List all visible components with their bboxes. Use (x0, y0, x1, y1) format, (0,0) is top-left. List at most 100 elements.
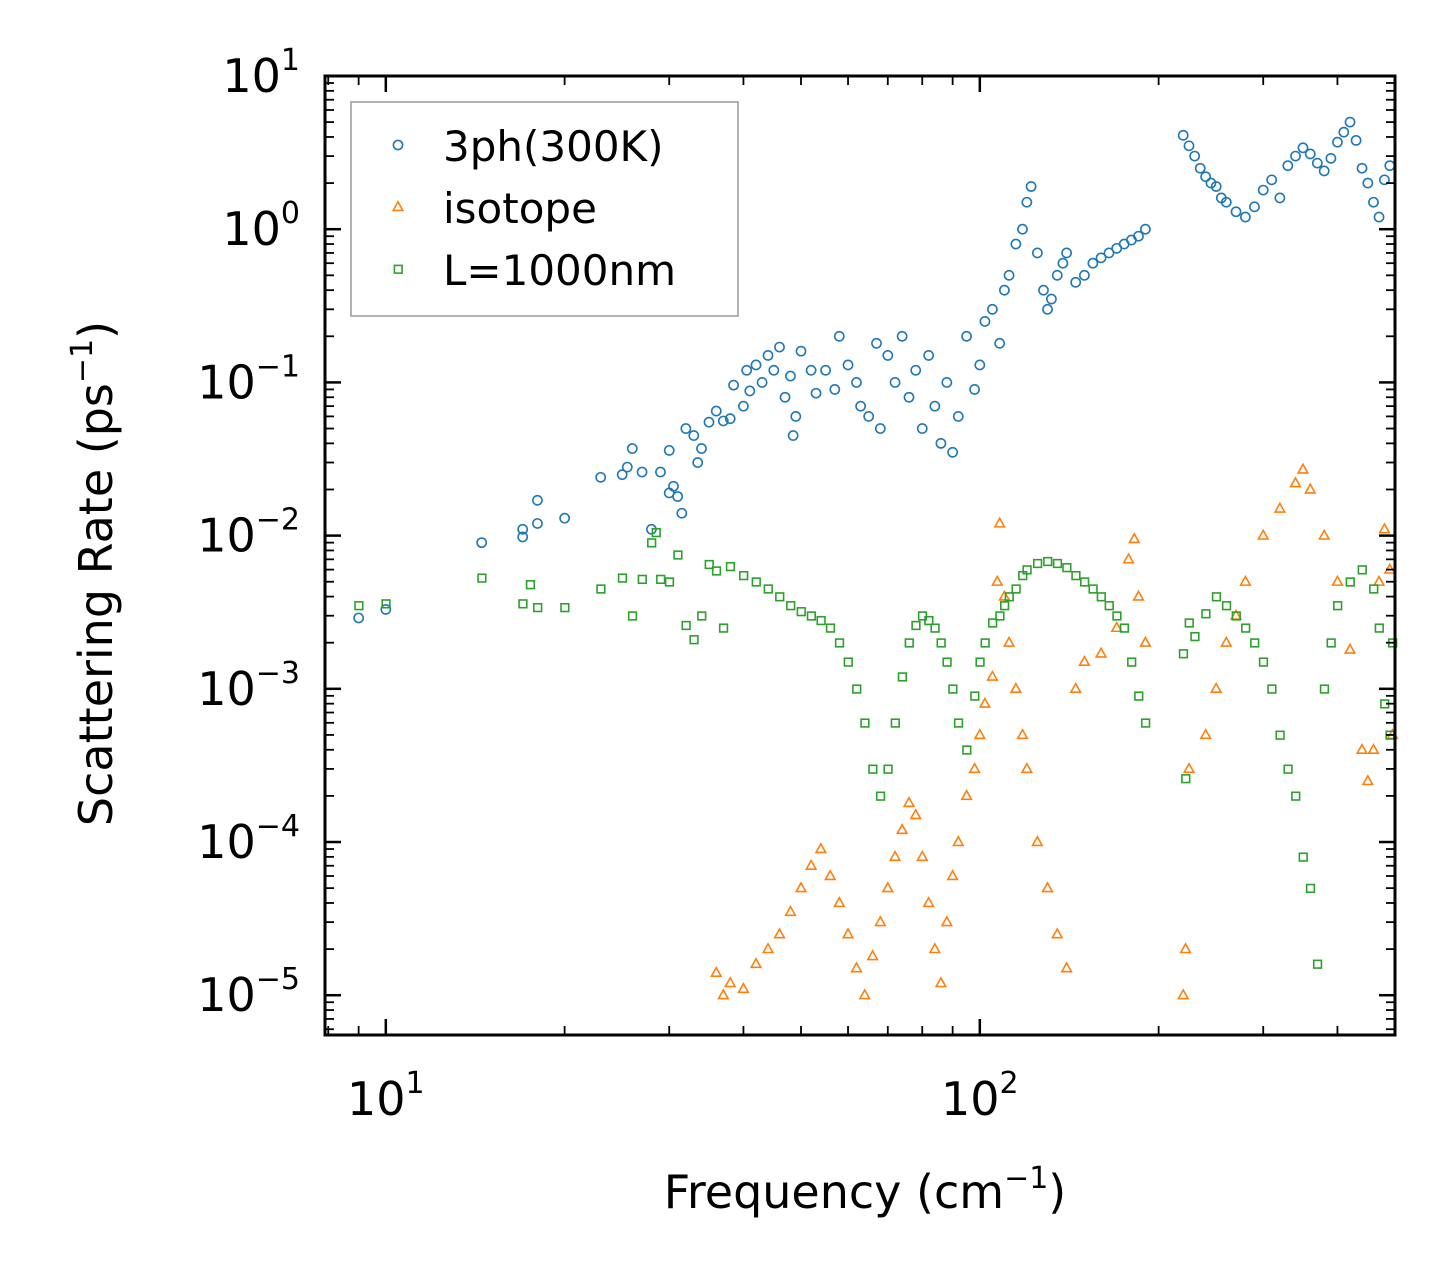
y-tick-label: 100 (222, 196, 300, 256)
data-point (1274, 192, 1286, 204)
data-point (942, 657, 952, 667)
y-tick-label: 101 (222, 43, 300, 103)
data-point (1140, 718, 1151, 728)
data-point (1220, 635, 1233, 647)
data-point (1194, 162, 1206, 174)
data-point (852, 684, 862, 694)
data-point (910, 364, 922, 376)
data-point (986, 303, 998, 315)
data-point (1079, 269, 1090, 281)
data-point (1078, 654, 1091, 667)
data-point (725, 561, 736, 572)
data-point (1052, 558, 1063, 569)
data-point (595, 471, 607, 483)
data-point (533, 602, 543, 613)
data-point (647, 538, 657, 548)
data-point (775, 592, 785, 602)
data-point (773, 927, 786, 939)
data-point (1221, 601, 1232, 611)
data-point (935, 437, 947, 449)
data-point (1031, 835, 1044, 847)
data-point (833, 330, 845, 342)
data-point (1239, 574, 1252, 586)
data-point (973, 728, 986, 740)
data-point (890, 718, 900, 728)
data-point (866, 949, 879, 961)
data-point (750, 359, 762, 371)
data-point (728, 379, 739, 391)
data-point (738, 400, 749, 412)
data-point (596, 584, 606, 594)
data-point (1368, 196, 1379, 208)
data-point (1318, 165, 1330, 177)
data-point (711, 566, 722, 576)
data-point (1210, 681, 1223, 694)
data-point (883, 764, 893, 774)
data-point (923, 350, 935, 361)
data-point (897, 672, 908, 682)
data-point (1190, 631, 1200, 642)
data-point (896, 330, 908, 342)
data-point (904, 638, 914, 648)
data-point (1343, 642, 1357, 654)
data-point (353, 612, 365, 624)
legend-entry: 3ph(300K) (392, 122, 663, 171)
data-point (680, 423, 692, 434)
data-point (1088, 584, 1098, 594)
data-point (1127, 657, 1137, 667)
data-point (651, 527, 661, 538)
data-point (1181, 774, 1191, 784)
data-point (843, 657, 853, 667)
data-point (477, 573, 487, 583)
legend-marker (393, 264, 403, 274)
data-point (1139, 223, 1151, 235)
data-point (763, 584, 773, 594)
data-point (692, 457, 704, 468)
data-point (874, 423, 886, 434)
data-point (1344, 116, 1356, 128)
data-point (1010, 238, 1022, 250)
data-point (1372, 574, 1386, 586)
data-point (786, 601, 796, 611)
data-point (517, 531, 529, 543)
data-point (834, 638, 845, 648)
data-point (616, 469, 628, 481)
data-point (1350, 134, 1362, 146)
data-point (794, 881, 808, 893)
data-point (1016, 728, 1029, 740)
data-point (953, 718, 964, 728)
data-point (1133, 230, 1144, 242)
data-point (962, 745, 972, 755)
y-tick-label: 10−3 (197, 656, 300, 716)
data-point (532, 494, 543, 506)
data-point (941, 377, 953, 388)
x-axis-label: Frequency (cm−1) (664, 1161, 1067, 1219)
data-point (824, 869, 837, 881)
data-point (842, 359, 854, 371)
data-point (995, 611, 1005, 621)
data-point (930, 623, 940, 633)
data-point (1305, 883, 1316, 894)
data-point (737, 982, 750, 994)
data-point (741, 364, 753, 376)
data-point (1296, 462, 1310, 474)
data-point (1362, 177, 1374, 189)
data-point (1032, 558, 1043, 569)
data-point (697, 611, 707, 621)
data-point (1231, 611, 1241, 621)
data-point (998, 284, 1010, 296)
data-point (1087, 257, 1099, 269)
data-point (774, 341, 785, 353)
data-point (380, 603, 392, 615)
data-point (655, 466, 666, 478)
data-point (532, 518, 543, 529)
y-axis-label: Scattering Rate (ps−1) (65, 321, 123, 826)
data-point (860, 718, 870, 728)
data-point (672, 491, 684, 502)
data-point (1311, 157, 1323, 169)
data-point (1200, 171, 1212, 183)
data-point (559, 512, 571, 524)
data-point (974, 359, 986, 371)
data-point (850, 961, 863, 973)
